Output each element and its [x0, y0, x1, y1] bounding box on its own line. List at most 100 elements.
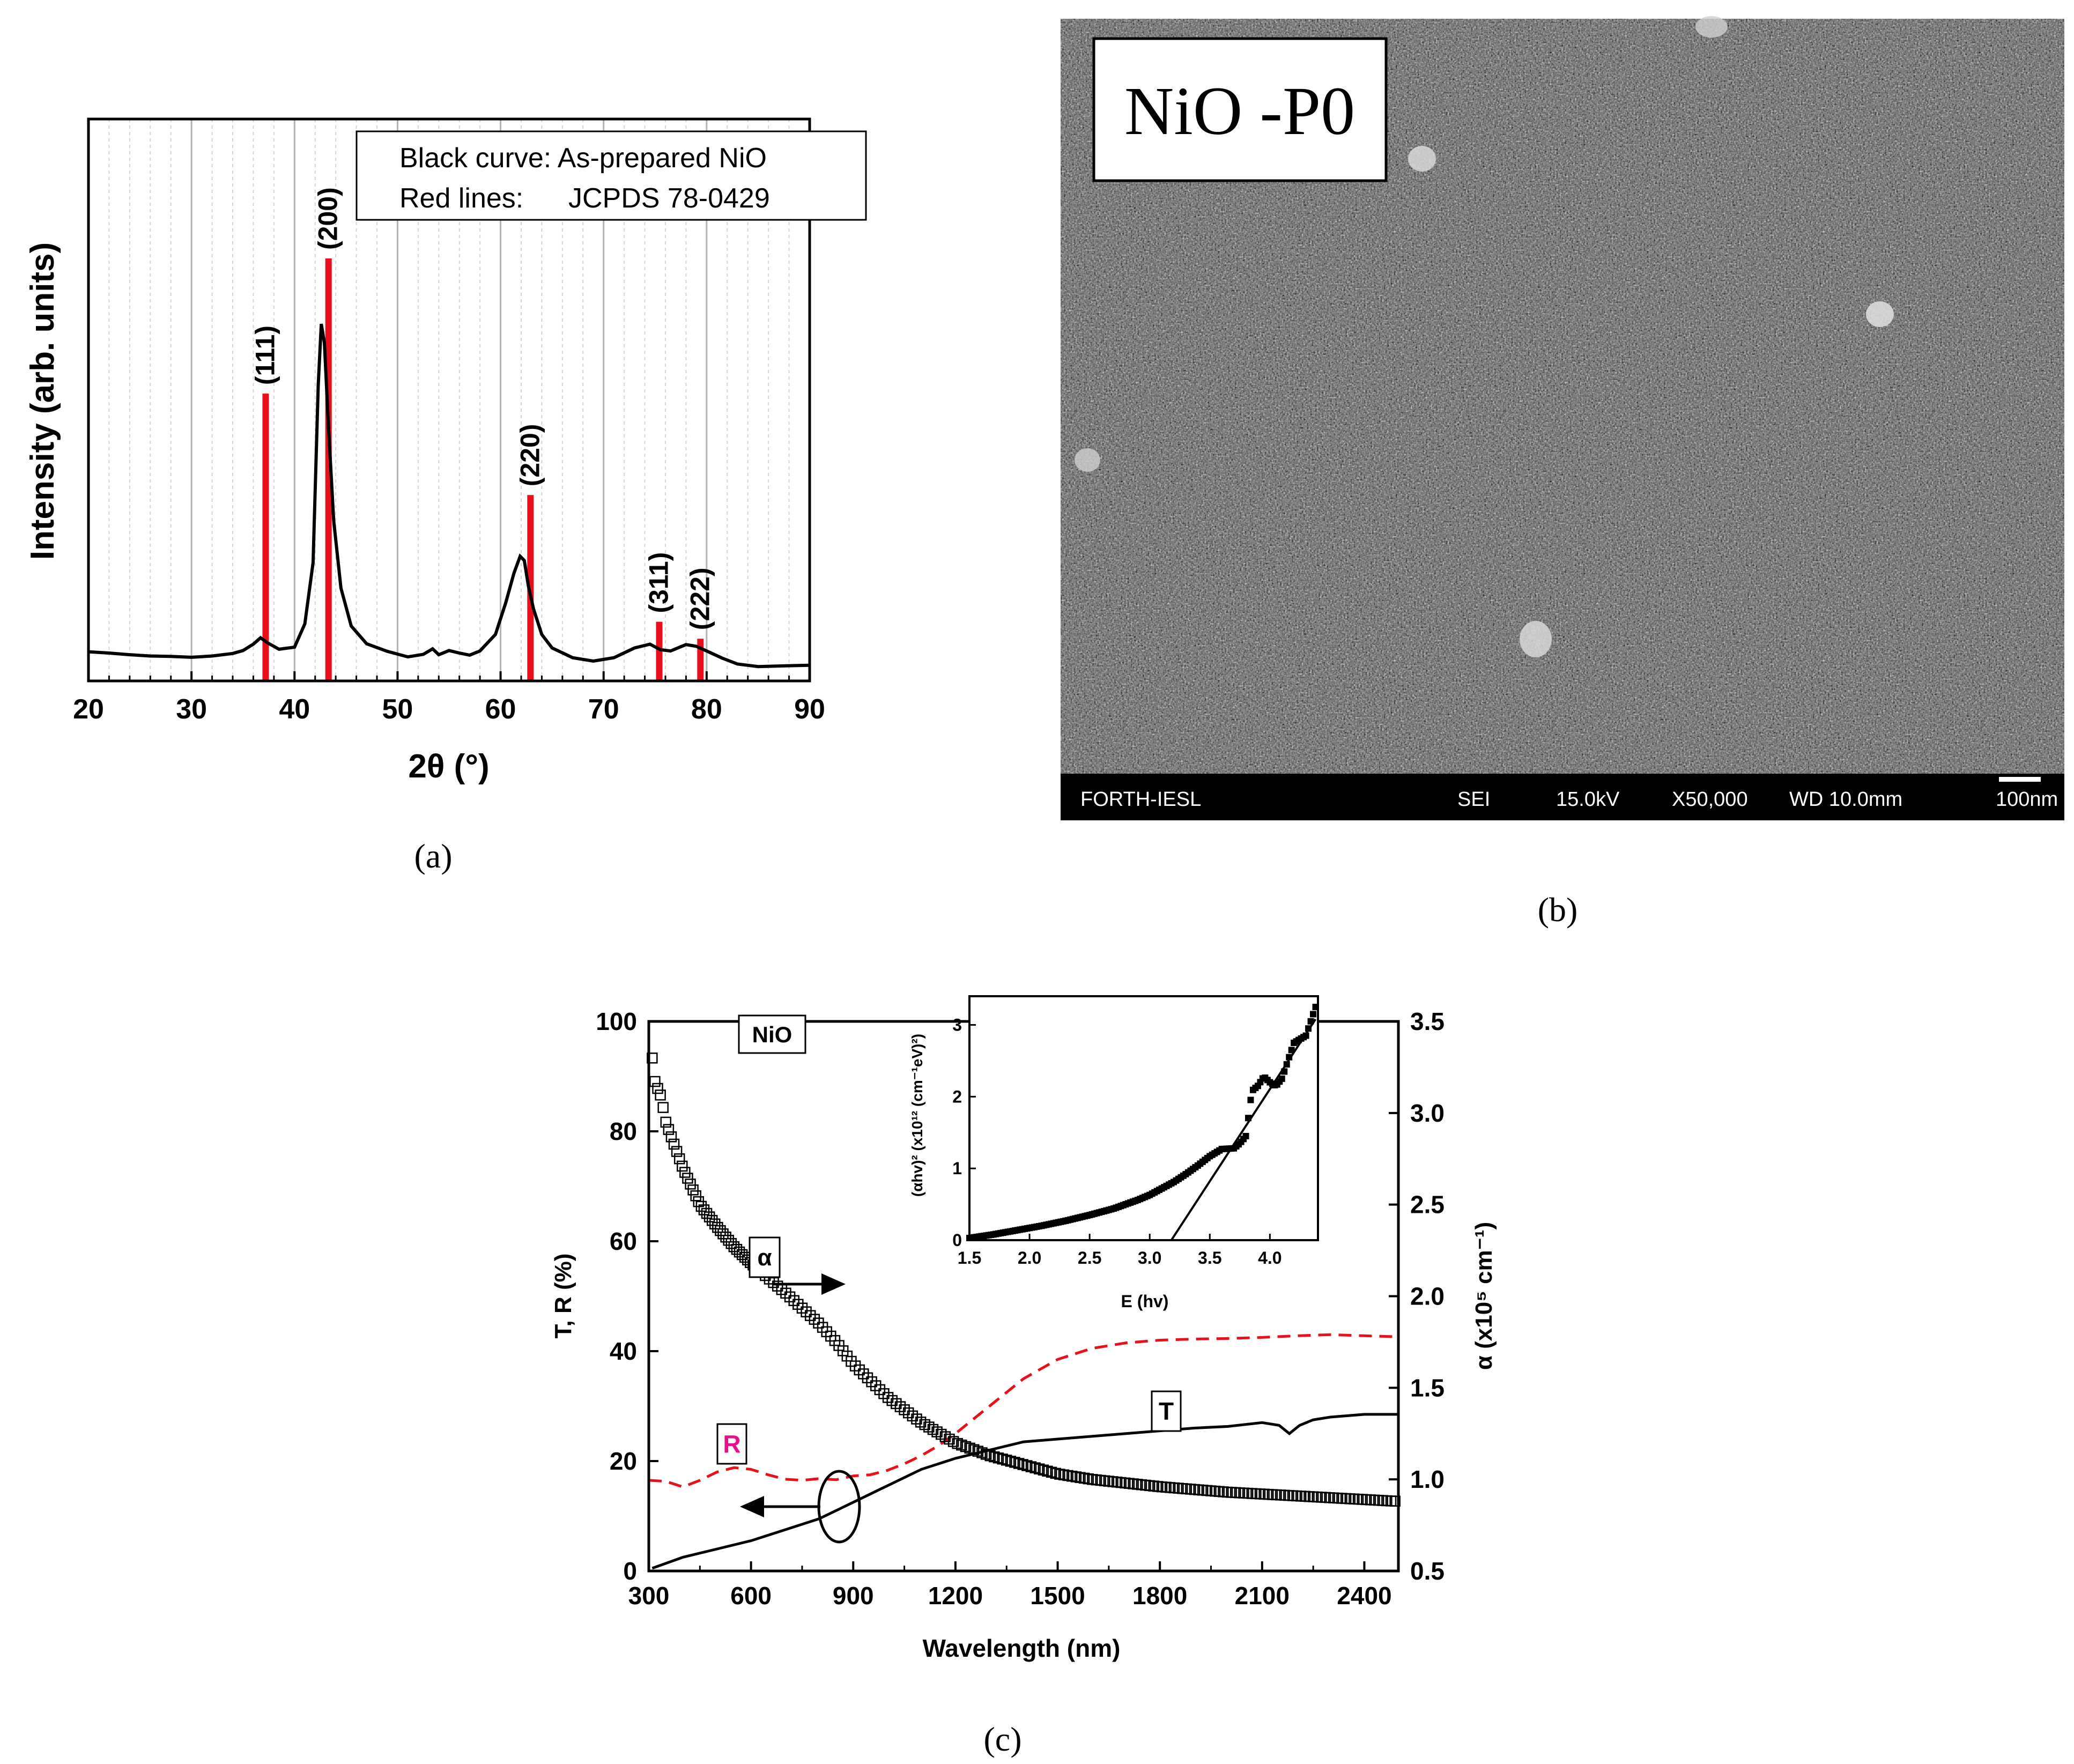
c-T-box: [1151, 1390, 1182, 1432]
c-inset-tauc-plot: 1.5 2.0 2.5 3.0 3.5 4.0 0 1 2 3 E (hv) (αhv)² (x…: [909, 995, 1319, 1311]
a-x-tick-label: 30: [176, 694, 207, 725]
c-inset-marker: [1247, 1096, 1254, 1103]
c-alpha-marker: [1013, 1458, 1025, 1469]
c-alpha-marker: [980, 1449, 992, 1460]
c-alpha-marker: [687, 1184, 699, 1196]
c-alpha-marker: [956, 1439, 967, 1451]
a-legend-line2-value: JCPDS 78-0429: [568, 183, 770, 214]
a-legend-box: [355, 130, 867, 221]
a-peak-label: (311): [643, 552, 673, 613]
a-peak-label: (111): [250, 325, 280, 385]
c-y2-tick-label: 1.0: [1410, 1465, 1445, 1493]
a-x-tick-label: 90: [794, 694, 825, 725]
c-alpha-marker: [972, 1446, 984, 1457]
panel-a-xrd-chart: 20 30 40 50 60 70 80 90 (111) (200) (220) (311) (22…: [24, 117, 867, 875]
c-alpha-marker: [660, 1116, 672, 1128]
c-alpha-marker: [1046, 1466, 1057, 1478]
c-y-tick-label: 60: [610, 1227, 637, 1255]
c-x-tick-label: 900: [833, 1582, 874, 1610]
b-magnification: X50,000: [1672, 788, 1748, 811]
c-T-label: T: [1159, 1397, 1174, 1425]
c-x-tick-label: 2100: [1235, 1582, 1290, 1610]
a-peak-label: (200): [313, 187, 343, 250]
c-alpha-marker: [886, 1395, 898, 1406]
c-alpha-marker: [1021, 1460, 1033, 1471]
b-scale-label: 100nm: [1996, 788, 2058, 811]
c-x-tick-label: 2400: [1337, 1582, 1391, 1610]
c-alpha-marker: [1033, 1463, 1045, 1474]
panel-c-optical-chart: 300 600 900 1200 1500 1800 2100 2400 0204060801…: [550, 995, 1497, 1758]
c-alpha-marker: [780, 1287, 791, 1299]
b-detector: SEI: [1457, 788, 1490, 811]
b-scale-bar: [1999, 777, 2041, 782]
a-x-tick-label: 70: [588, 694, 619, 725]
c-x-axis-label: Wavelength (nm): [923, 1634, 1121, 1662]
c-alpha-marker: [784, 1291, 796, 1303]
c-caption: (c): [983, 1720, 1021, 1758]
a-peak-label: (220): [515, 424, 545, 487]
c-alpha-marker: [854, 1364, 865, 1376]
b-info-bar: [1061, 774, 2064, 820]
a-legend: Black curve: As-prepared NiO Red lines: …: [355, 130, 867, 221]
b-institution: FORTH-IESL: [1080, 788, 1201, 811]
c-alpha-marker: [1050, 1467, 1061, 1479]
c-alpha-marker: [878, 1388, 890, 1399]
c-alpha-marker: [849, 1360, 861, 1372]
a-x-tick-label: 20: [73, 694, 104, 725]
c-inset-x-tick-label: 3.0: [1138, 1248, 1161, 1268]
c-alpha-marker: [682, 1173, 693, 1184]
a-legend-line2-label: Red lines:: [399, 183, 523, 214]
c-y2-tick-label: 1.5: [1410, 1374, 1445, 1402]
c-curve-ellipse: [817, 1470, 861, 1544]
c-alpha-box: [749, 1236, 781, 1278]
c-alpha-marker: [663, 1124, 675, 1135]
c-alpha-marker: [677, 1160, 688, 1172]
c-alpha-marker: [679, 1167, 691, 1178]
c-y-tick-label: 40: [610, 1337, 637, 1365]
c-T-curve: [651, 1413, 1398, 1570]
c-R-box: [716, 1423, 747, 1465]
c-inset-x-tick-label: 4.0: [1258, 1248, 1282, 1268]
c-alpha-marker: [882, 1392, 894, 1403]
a-x-tick-label: 40: [279, 694, 310, 725]
a-x-tick-label: 80: [691, 694, 722, 725]
c-alpha-marker: [657, 1102, 669, 1113]
c-alpha-marker: [796, 1302, 808, 1314]
c-y-axis-ticks: 0 20 40 60 80 100: [596, 1007, 658, 1585]
c-inset-x-tick-label: 2.5: [1078, 1248, 1101, 1268]
c-y2-tick-label: 2.5: [1410, 1191, 1445, 1219]
c-alpha-marker: [1389, 1495, 1401, 1507]
c-inset-x-tick-label: 2.0: [1018, 1248, 1041, 1268]
c-alpha-marker: [870, 1380, 882, 1391]
c-inset-fit-line: [1170, 1018, 1317, 1241]
c-alpha-marker: [685, 1179, 696, 1190]
b-sample-label: NiO -P0: [1124, 73, 1355, 149]
c-x-tick-label: 1800: [1132, 1582, 1187, 1610]
a-x-tick-label: 60: [485, 694, 516, 725]
c-inset-y-label: (αhv)² (x10¹² (cm⁻¹eV)²): [909, 1034, 925, 1197]
a-peak-label: (222): [685, 567, 715, 630]
c-alpha-marker: [804, 1310, 816, 1321]
c-inset-marker: [1310, 1011, 1317, 1018]
b-sem-particles: [1075, 16, 1894, 657]
a-legend-line1: Black curve: As-prepared NiO: [399, 143, 767, 174]
c-x-axis-ticks: 300 600 900 1200 1500 1800 2100 2400: [628, 1561, 1392, 1610]
c-inset-x-ticks: 1.5 2.0 2.5 3.0 3.5 4.0: [958, 1234, 1282, 1268]
c-y2-tick-label: 3.5: [1410, 1007, 1445, 1035]
b-working-distance: WD 10.0mm: [1789, 788, 1902, 811]
c-inset-marker: [1278, 1075, 1285, 1082]
c-alpha-marker: [655, 1089, 666, 1101]
c-x-tick-label: 600: [730, 1582, 772, 1610]
a-peak-labels: (111) (200) (220) (311) (222): [250, 187, 715, 630]
c-inset-y-tick-label: 2: [952, 1087, 962, 1106]
c-alpha-marker: [1009, 1457, 1020, 1468]
c-y2-tick-label: 0.5: [1410, 1557, 1445, 1585]
c-inset-bg: [969, 996, 1318, 1240]
c-alpha-marker: [899, 1404, 910, 1415]
c-alpha-marker: [665, 1131, 677, 1143]
c-x-tick-label: 1500: [1030, 1582, 1085, 1610]
c-y-tick-label: 0: [623, 1557, 637, 1585]
c-x-tick-label: 1200: [928, 1582, 983, 1610]
c-alpha-marker: [1001, 1455, 1012, 1466]
c-inset-y-tick-label: 1: [952, 1159, 962, 1178]
